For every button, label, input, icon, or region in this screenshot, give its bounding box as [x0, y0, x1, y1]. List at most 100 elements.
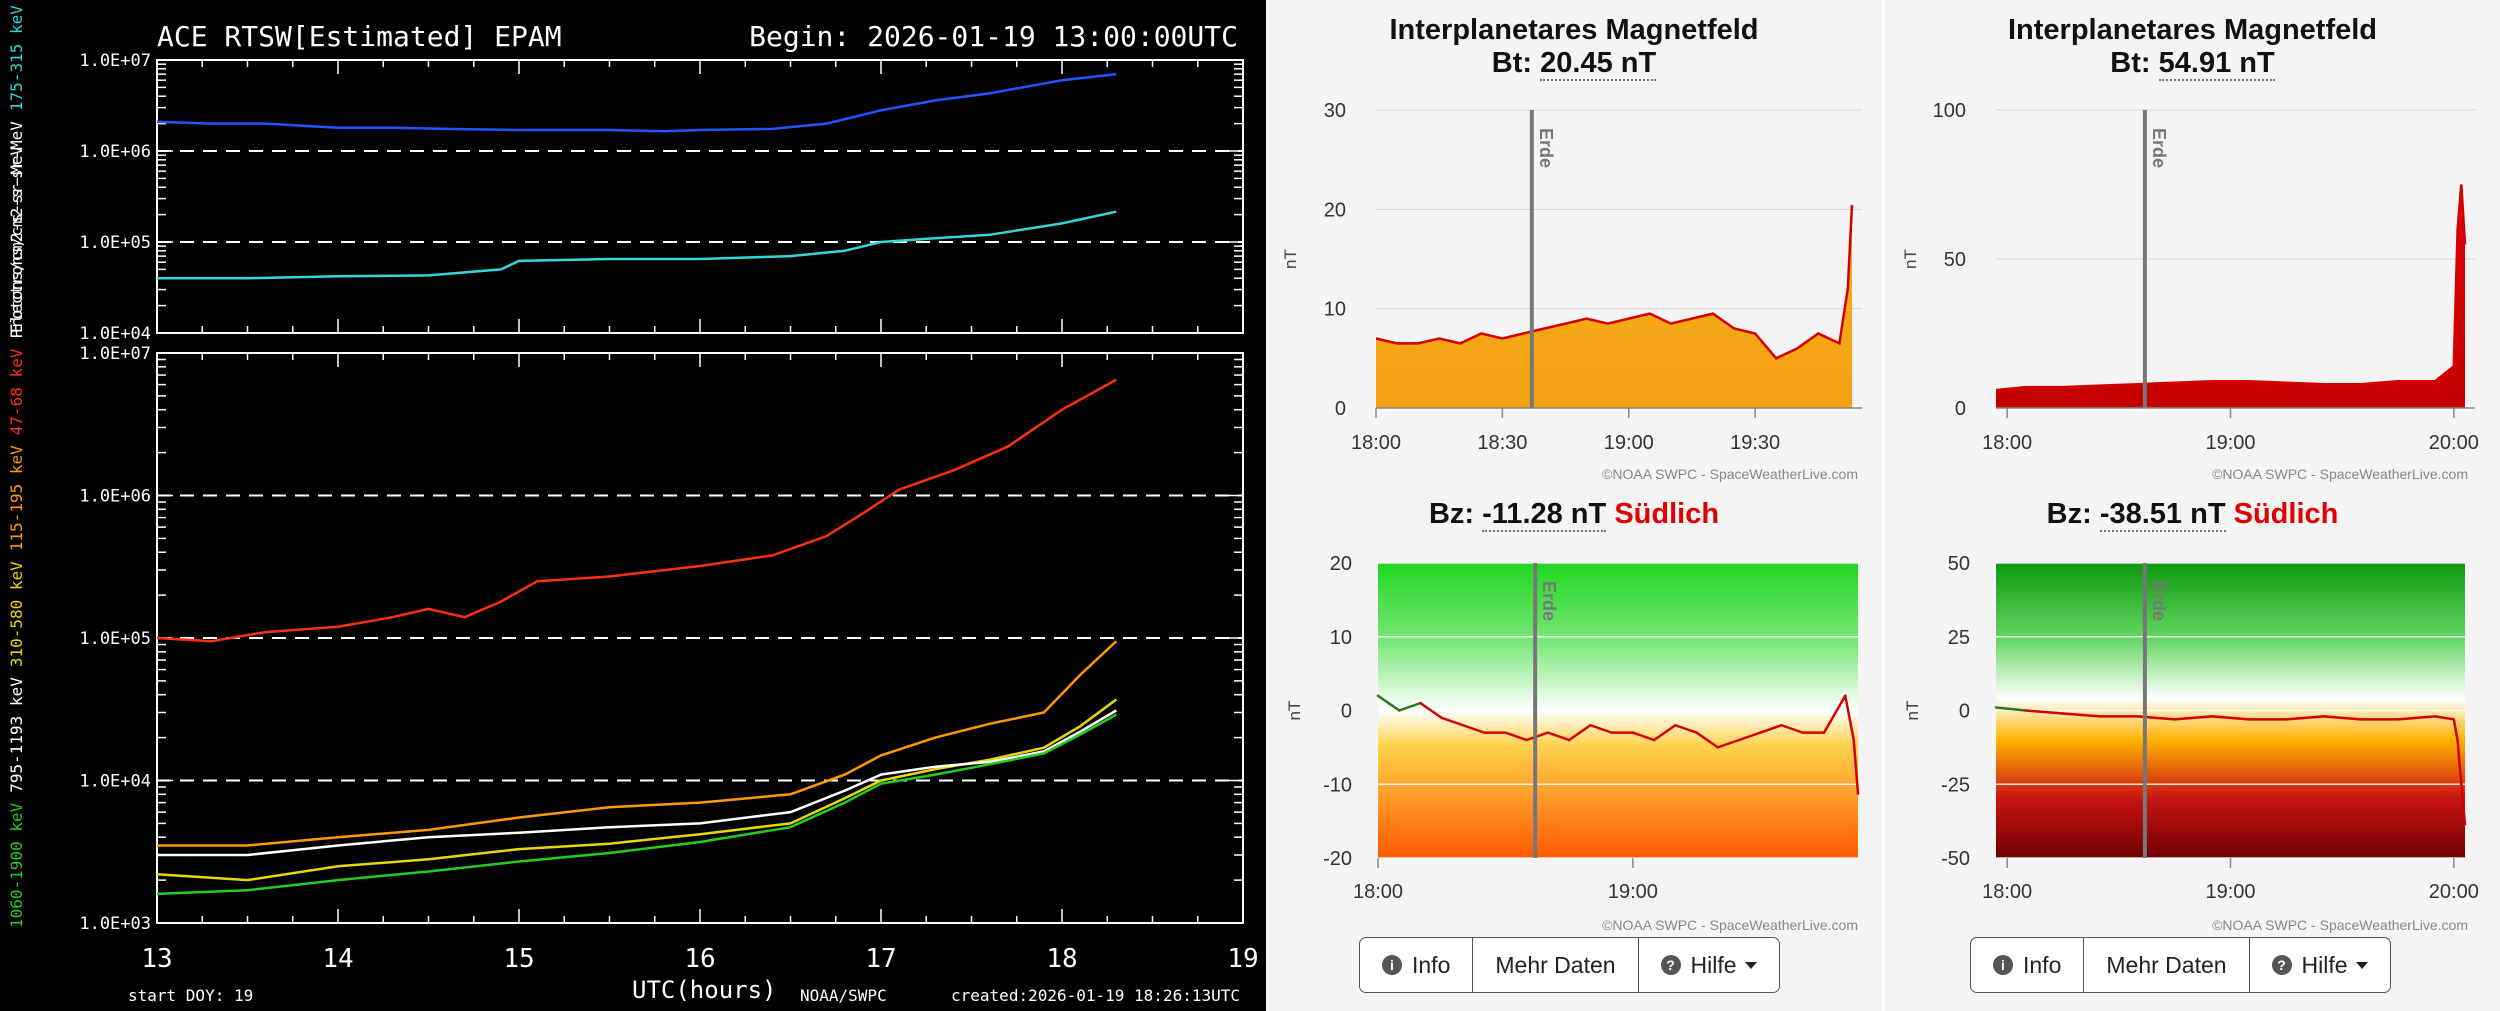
epam-y-tick-label: 1.0E+07: [79, 344, 151, 364]
bt-y-axis-label: nT: [1281, 249, 1300, 269]
epam-begin-time: Begin: 2026-01-19 13:00:00UTC: [749, 20, 1238, 53]
bt-label: Bt:: [1491, 47, 1541, 79]
bt-credit: ©NOAA SWPC - SpaceWeatherLive.com: [2212, 466, 2468, 482]
magnetic-field-panel-2: Interplanetares Magnetfeld Bt: 54.91 nT …: [1885, 0, 2500, 1011]
epam-y-tick-label: 1.0E+04: [79, 772, 151, 792]
epam-x-tick-label: 14: [322, 944, 353, 974]
bz-y-tick-label: -20: [1323, 848, 1352, 870]
epam-y-tick-label: 1.0E+06: [79, 142, 151, 162]
bt-x-tick-label: 19:30: [1730, 432, 1780, 454]
bt-x-tick-label: 18:30: [1477, 432, 1527, 454]
epam-bottom-ylabel: Protons/cm2-s-sr-MeV: [7, 146, 26, 339]
epam-y-tick-label: 1.0E+07: [79, 51, 151, 71]
bt-y-tick-label: 50: [1944, 249, 1966, 271]
bz-line-segment: [1397, 701, 1422, 712]
bt-y-tick-label: 100: [1933, 100, 1966, 122]
epam-x-tick-label: 19: [1227, 944, 1258, 974]
bz-line-segment: [2024, 709, 2065, 715]
help-button-label: Hilfe: [1690, 951, 1737, 978]
bz-direction: Südlich: [1614, 498, 1720, 530]
bt-credit: ©NOAA SWPC - SpaceWeatherLive.com: [1602, 466, 1858, 482]
bt-readout: Bt: 20.45 nT: [1266, 47, 1882, 81]
bz-line-segment: [1440, 716, 1465, 727]
bz-line-segment: [2061, 712, 2102, 718]
epam-x-tick-label: 17: [865, 944, 896, 974]
bt-earth-label: Erde: [1536, 128, 1556, 168]
bz-x-tick-label: 18:00: [1982, 881, 2032, 903]
bz-line-segment: [1759, 724, 1783, 734]
help-button-label: Hilfe: [2301, 951, 2348, 978]
bz-earth-label: Erde: [1539, 581, 1559, 621]
bz-earth-label: Erde: [2149, 581, 2169, 621]
help-dropdown-button[interactable]: ? Hilfe: [1639, 938, 1779, 992]
bz-line-segment: [2173, 715, 2214, 721]
info-button[interactable]: i Info: [1360, 938, 1474, 992]
bt-line: [1995, 184, 2467, 392]
epam-bottom-series-label: 795-1193 keV: [7, 677, 26, 793]
bz-readout: Bz: -38.51 nT Südlich: [1885, 498, 2500, 532]
bt-value[interactable]: 54.91 nT: [2158, 47, 2275, 81]
bz-direction: Südlich: [2233, 498, 2339, 530]
bz-x-tick-label: 18:00: [1353, 881, 1403, 903]
magnetic-field-panel-1: Interplanetares Magnetfeld Bt: 20.45 nT …: [1266, 0, 1882, 1011]
info-button-label: Info: [1412, 951, 1451, 978]
panel-2-charts: 0 50 100 Erde nT 18:00 19:00 20:00 ©NOAA SWPC - …: [1901, 100, 2479, 933]
bt-area: [1996, 184, 2465, 408]
chevron-down-icon: [1744, 961, 1757, 969]
epam-series-line: [156, 713, 1117, 896]
bz-y-tick-label: -50: [1941, 848, 1970, 870]
bz-x-tick-label: 20:00: [2429, 881, 2479, 903]
bt-value[interactable]: 20.45 nT: [1540, 47, 1657, 81]
panel-title: Interplanetares Magnetfeld: [1389, 14, 1759, 46]
bz-line-segment: [1695, 731, 1720, 749]
bz-y-tick-label: 0: [1959, 701, 1970, 723]
bz-line-segment: [1674, 724, 1698, 734]
panel-title: Interplanetares Magnetfeld: [2007, 14, 2378, 46]
bz-line-segment: [1852, 738, 1860, 795]
bz-line-segment: [1504, 731, 1528, 742]
bz-y-tick-label: 25: [1948, 627, 1970, 649]
question-icon: ?: [1660, 955, 1681, 975]
epam-bottom-series-label: 1060-1900 keV: [7, 802, 26, 928]
help-dropdown-button[interactable]: ? Hilfe: [2250, 938, 2390, 992]
bt-y-tick-label: 10: [1324, 299, 1346, 321]
bt-area: [1376, 204, 1852, 408]
bz-value[interactable]: -11.28 nT: [1482, 498, 1607, 532]
bz-y-axis-label: nT: [1903, 701, 1922, 721]
epam-background: [0, 0, 1266, 1011]
more-data-button[interactable]: Mehr Daten: [1473, 938, 1639, 992]
epam-y-tick-label: 1.0E+03: [79, 914, 151, 934]
bz-readout: Bz: -11.28 nT Südlich: [1266, 498, 1882, 532]
epam-top-axis-label-group: Electrons/cm2-s-sr-MeV175-315 keV38-53 k…: [7, 5, 26, 333]
bz-line-segment: [2396, 715, 2437, 721]
info-button[interactable]: i Info: [1971, 938, 2085, 992]
more-data-button[interactable]: Mehr Daten: [2084, 938, 2250, 992]
epam-series-line: [157, 210, 1117, 280]
epam-start-doy: start DOY: 19: [128, 986, 253, 1005]
bz-y-tick-label: 10: [1330, 627, 1352, 649]
epam-bottom-axis-label-group: 1060-1900 keV 795-1193 keV 310-580 keV 115-…: [7, 146, 26, 928]
bz-line-segment: [2452, 718, 2459, 742]
bt-y-tick-label: 20: [1324, 199, 1346, 221]
bz-line-segment: [2210, 715, 2251, 721]
epam-y-tick-label: 1.0E+04: [79, 324, 151, 344]
epam-y-tick-label: 1.0E+05: [79, 233, 151, 253]
bt-x-tick-label: 18:00: [1982, 432, 2032, 454]
epam-x-axis-label: UTC(hours): [632, 976, 777, 1004]
bz-y-tick-label: -25: [1941, 774, 1970, 796]
epam-y-tick-label: 1.0E+06: [79, 487, 151, 507]
epam-bottom-series-label: 310-580 keV: [7, 561, 26, 667]
epam-series-line: [156, 378, 1117, 643]
bz-line-segment: [1589, 724, 1613, 734]
bt-earth-label: Erde: [2149, 128, 2169, 168]
bz-value[interactable]: -38.51 nT: [2099, 498, 2226, 532]
bz-y-tick-label: 0: [1341, 701, 1352, 723]
bz-credit: ©NOAA SWPC - SpaceWeatherLive.com: [2212, 917, 2468, 933]
button-group: i Info Mehr Daten ? Hilfe: [1970, 937, 2391, 993]
bt-x-tick-label: 20:00: [2429, 432, 2479, 454]
bz-y-tick-label: -10: [1323, 774, 1352, 796]
epam-top-series-label: 175-315 keV: [7, 5, 26, 111]
bz-line-segment: [2322, 715, 2363, 721]
bt-y-tick-label: 0: [1955, 398, 1966, 420]
